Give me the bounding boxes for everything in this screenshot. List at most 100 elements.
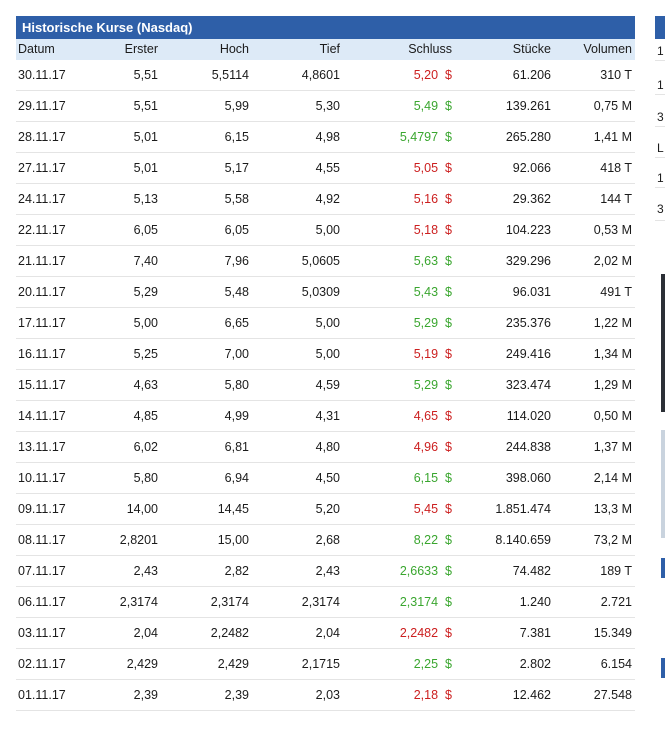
table-row: 10.11.17 5,80 6,94 4,50 6,15 $398.060 2,14 M bbox=[16, 463, 635, 494]
cell-datum: 13.11.17 bbox=[18, 440, 66, 454]
cell-schluss: 5,63 $ bbox=[340, 246, 452, 276]
table-row: 07.11.17 2,43 2,82 2,43 2,6633 $74.482 189 T bbox=[16, 556, 635, 587]
cell-erster: 6,02 bbox=[133, 440, 158, 454]
cell-schluss: 5,45 $ bbox=[340, 494, 452, 524]
cell-schluss: 5,49 $ bbox=[340, 91, 452, 121]
cell-tief: 2,68 bbox=[315, 533, 340, 547]
cell-erster: 2,8201 bbox=[119, 533, 158, 547]
cell-datum: 09.11.17 bbox=[18, 502, 66, 516]
cell-stuecke: 7.381 bbox=[519, 626, 551, 640]
side-row-text: 3 bbox=[657, 202, 664, 216]
cell-volumen: 2.721 bbox=[600, 595, 632, 609]
cell-stuecke: 12.462 bbox=[512, 688, 551, 702]
cell-volumen: 1,41 M bbox=[593, 130, 632, 144]
table-row: 17.11.17 5,00 6,65 5,00 5,29 $235.376 1,22 M bbox=[16, 308, 635, 339]
side-image-thumbnail[interactable] bbox=[661, 430, 665, 538]
table-row: 14.11.17 4,85 4,99 4,31 4,65 $114.020 0,50 M bbox=[16, 401, 635, 432]
side-divider bbox=[655, 126, 665, 127]
currency-symbol: $ bbox=[445, 99, 452, 113]
cell-stuecke: 1.240 bbox=[519, 595, 551, 609]
side-divider bbox=[655, 60, 665, 61]
schluss-value: 4,96 bbox=[413, 440, 439, 454]
cell-schluss: 2,18 $ bbox=[340, 680, 452, 710]
cell-datum: 21.11.17 bbox=[18, 254, 66, 268]
cell-volumen: 189 T bbox=[600, 564, 632, 578]
cell-volumen: 491 T bbox=[600, 285, 632, 299]
cell-tief: 5,00 bbox=[315, 223, 340, 237]
currency-symbol: $ bbox=[445, 161, 452, 175]
cell-erster: 2,43 bbox=[133, 564, 158, 578]
cell-tief: 2,3174 bbox=[301, 595, 340, 609]
table-row: 08.11.17 2,8201 15,00 2,68 8,22 $8.140.659 73,… bbox=[16, 525, 635, 556]
currency-symbol: $ bbox=[445, 192, 452, 206]
side-divider bbox=[655, 94, 665, 95]
cell-tief: 4,59 bbox=[315, 378, 340, 392]
cell-datum: 14.11.17 bbox=[18, 409, 66, 423]
cell-schluss: 5,29 $ bbox=[340, 308, 452, 338]
cell-hoch: 15,00 bbox=[217, 533, 249, 547]
cell-stuecke: 96.031 bbox=[512, 285, 551, 299]
side-panel-header bbox=[655, 16, 665, 39]
side-row-text: L bbox=[657, 141, 664, 155]
cell-hoch: 2,82 bbox=[224, 564, 249, 578]
side-row-text: 1 bbox=[657, 171, 664, 185]
cell-erster: 7,40 bbox=[133, 254, 158, 268]
cell-tief: 4,50 bbox=[315, 471, 340, 485]
schluss-value: 5,29 bbox=[413, 378, 439, 392]
cell-schluss: 2,25 $ bbox=[340, 649, 452, 679]
table-row: 22.11.17 6,05 6,05 5,00 5,18 $104.223 0,53 M bbox=[16, 215, 635, 246]
cell-schluss: 5,20 $ bbox=[340, 60, 452, 90]
currency-symbol: $ bbox=[445, 285, 452, 299]
cell-tief: 5,0309 bbox=[301, 285, 340, 299]
cell-stuecke: 139.261 bbox=[505, 99, 551, 113]
schluss-value: 8,22 bbox=[413, 533, 439, 547]
cell-erster: 2,429 bbox=[126, 657, 158, 671]
cell-hoch: 6,94 bbox=[224, 471, 249, 485]
cell-erster: 5,29 bbox=[133, 285, 158, 299]
currency-symbol: $ bbox=[445, 471, 452, 485]
side-panel-clipped: 1 1 3 L 1 3 bbox=[655, 16, 665, 729]
side-divider bbox=[655, 220, 665, 221]
cell-stuecke: 92.066 bbox=[512, 161, 551, 175]
cell-tief: 2,1715 bbox=[301, 657, 340, 671]
cell-volumen: 1,37 M bbox=[593, 440, 632, 454]
cell-datum: 07.11.17 bbox=[18, 564, 66, 578]
cell-volumen: 310 T bbox=[600, 68, 632, 82]
cell-hoch: 5,17 bbox=[224, 161, 249, 175]
cell-volumen: 1,34 M bbox=[593, 347, 632, 361]
cell-datum: 02.11.17 bbox=[18, 657, 66, 671]
cell-hoch: 4,99 bbox=[224, 409, 249, 423]
cell-stuecke: 2.802 bbox=[519, 657, 551, 671]
currency-symbol: $ bbox=[445, 502, 452, 516]
cell-tief: 5,20 bbox=[315, 502, 340, 516]
cell-schluss: 5,19 $ bbox=[340, 339, 452, 369]
cell-stuecke: 329.296 bbox=[505, 254, 551, 268]
cell-tief: 5,00 bbox=[315, 347, 340, 361]
panel-title: Historische Kurse (Nasdaq) bbox=[16, 16, 635, 39]
cell-schluss: 5,18 $ bbox=[340, 215, 452, 245]
cell-tief: 5,0605 bbox=[301, 254, 340, 268]
cell-datum: 16.11.17 bbox=[18, 347, 66, 361]
currency-symbol: $ bbox=[445, 68, 452, 82]
cell-stuecke: 29.362 bbox=[512, 192, 551, 206]
cell-erster: 14,00 bbox=[126, 502, 158, 516]
cell-schluss: 2,3174 $ bbox=[340, 587, 452, 617]
cell-tief: 2,04 bbox=[315, 626, 340, 640]
side-image-thumbnail[interactable] bbox=[661, 274, 665, 412]
schluss-value: 2,25 bbox=[413, 657, 439, 671]
currency-symbol: $ bbox=[445, 409, 452, 423]
side-section-header bbox=[661, 658, 665, 678]
cell-schluss: 5,05 $ bbox=[340, 153, 452, 183]
cell-datum: 17.11.17 bbox=[18, 316, 66, 330]
schluss-value: 2,2482 bbox=[399, 626, 439, 640]
cell-volumen: 1,29 M bbox=[593, 378, 632, 392]
cell-hoch: 5,80 bbox=[224, 378, 249, 392]
cell-hoch: 6,15 bbox=[224, 130, 249, 144]
cell-stuecke: 8.140.659 bbox=[495, 533, 551, 547]
cell-schluss: 5,4797 $ bbox=[340, 122, 452, 152]
cell-schluss: 2,2482 $ bbox=[340, 618, 452, 648]
cell-datum: 29.11.17 bbox=[18, 99, 66, 113]
cell-hoch: 6,81 bbox=[224, 440, 249, 454]
cell-erster: 2,39 bbox=[133, 688, 158, 702]
cell-stuecke: 1.851.474 bbox=[495, 502, 551, 516]
